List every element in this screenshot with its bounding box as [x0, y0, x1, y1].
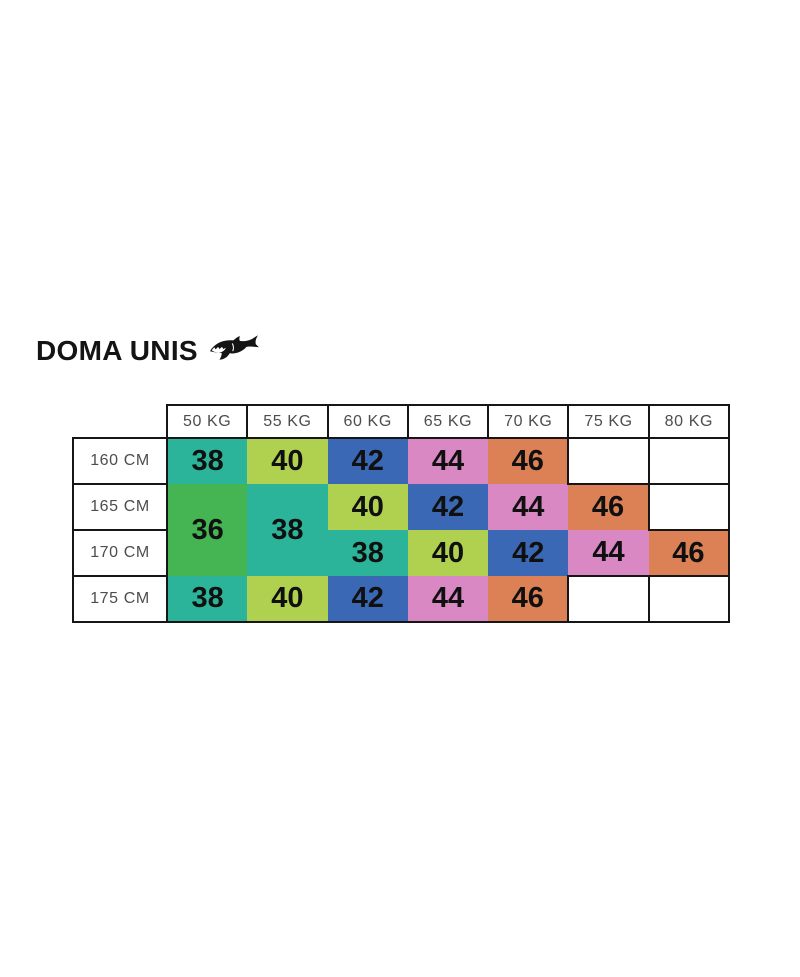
empty-cell — [567, 575, 650, 623]
table-row-175cm: 175 CM 38 40 42 44 46 — [72, 575, 731, 623]
weight-header-50kg: 50 KG — [165, 404, 249, 439]
size-cell: 42 — [327, 576, 408, 623]
shark-icon — [209, 335, 259, 360]
size-cell-merged: 38 — [247, 484, 328, 576]
empty-cell — [647, 437, 731, 485]
size-cell: 46 — [488, 576, 569, 623]
weight-header-75kg: 75 KG — [567, 404, 650, 439]
size-cell-merged: 36 — [167, 484, 248, 576]
height-label-160cm: 160 CM — [72, 437, 168, 485]
size-cell: 44 — [488, 484, 569, 530]
empty-cell — [647, 483, 731, 531]
size-cell: 42 — [327, 438, 408, 484]
height-label-170cm: 170 CM — [72, 529, 168, 577]
height-label-165cm: 165 CM — [72, 483, 168, 531]
size-cell: 40 — [247, 438, 328, 484]
table-row-170cm: 170 CM 38 40 42 44 46 — [72, 529, 731, 577]
empty-cell — [567, 437, 650, 485]
size-cell: 42 — [407, 484, 489, 530]
size-cell: 44 — [568, 530, 649, 576]
weight-header-80kg: 80 KG — [647, 404, 731, 439]
weight-header-row: 50 KG 55 KG 60 KG 65 KG 70 KG 75 KG 80 K… — [73, 404, 731, 439]
size-cell: 44 — [407, 438, 489, 484]
corner-cell — [73, 405, 167, 438]
size-cell: 38 — [167, 438, 248, 484]
size-cell: 38 — [167, 576, 248, 623]
size-cell: 40 — [247, 576, 328, 623]
size-cell: 42 — [488, 530, 569, 576]
size-chart-table: 50 KG 55 KG 60 KG 65 KG 70 KG 75 KG 80 K… — [72, 404, 731, 623]
size-cell: 46 — [488, 438, 569, 484]
size-cell: 38 — [327, 530, 408, 576]
brand-name: DOMA UNIS — [36, 335, 198, 366]
table-row-160cm: 160 CM 38 40 42 44 46 — [72, 437, 731, 485]
size-cell: 40 — [407, 530, 489, 576]
empty-cell — [647, 575, 731, 623]
size-cell: 46 — [568, 484, 649, 530]
weight-header-55kg: 55 KG — [246, 404, 329, 439]
table-row-165cm: 165 CM 36 38 40 42 44 46 — [72, 483, 731, 576]
size-cell: 46 — [648, 530, 731, 576]
brand-logo: DOMA UNIS — [36, 330, 260, 372]
weight-header-65kg: 65 KG — [406, 404, 490, 439]
size-cell: 40 — [327, 484, 408, 530]
weight-header-70kg: 70 KG — [487, 404, 570, 439]
weight-header-60kg: 60 KG — [326, 404, 409, 439]
size-cell: 44 — [407, 576, 489, 623]
height-label-175cm: 175 CM — [72, 575, 168, 623]
